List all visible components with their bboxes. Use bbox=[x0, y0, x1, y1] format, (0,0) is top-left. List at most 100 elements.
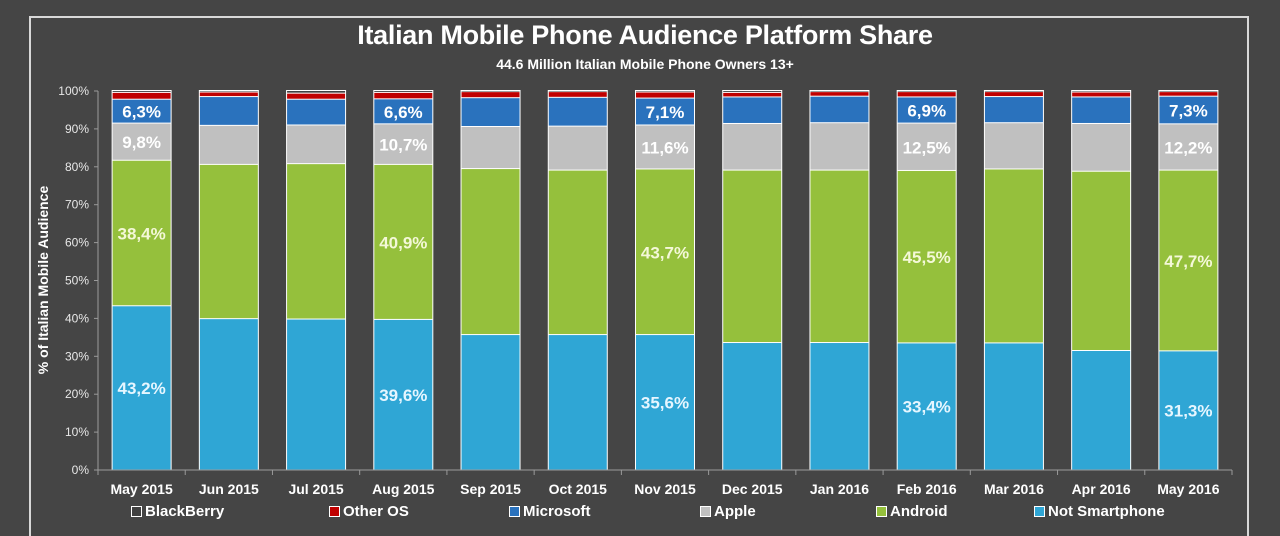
bar-segment-blackberry bbox=[897, 91, 956, 92]
y-axis-title: % of Italian Mobile Audience bbox=[35, 186, 51, 375]
x-tick-label: Jan 2016 bbox=[810, 481, 869, 497]
x-tick-label: Oct 2015 bbox=[549, 481, 608, 497]
x-tick-label: Apr 2016 bbox=[1072, 481, 1131, 497]
bar-stack: 31,3% 47,7% 12,2% 7,3% bbox=[1158, 90, 1219, 470]
x-tick-label: May 2016 bbox=[1157, 481, 1219, 497]
data-label: 9,8% bbox=[122, 133, 161, 152]
bar-segment-other-os bbox=[374, 92, 433, 99]
legend-item-apple: Apple bbox=[700, 503, 756, 520]
legend-swatch bbox=[509, 506, 520, 517]
bar-segment-not-smartphone bbox=[548, 335, 607, 470]
bar-segment-microsoft bbox=[1159, 96, 1218, 124]
bar-segment-apple bbox=[897, 123, 956, 170]
bar-segment-microsoft bbox=[287, 99, 346, 125]
bar-segment-other-os bbox=[287, 93, 346, 99]
bar-segment-android bbox=[897, 170, 956, 343]
y-tick-label: 60% bbox=[65, 236, 89, 250]
bar-stack bbox=[460, 90, 521, 470]
bar-segment-apple bbox=[199, 125, 258, 164]
bar-segment-android bbox=[723, 170, 782, 343]
bar-segment-not-smartphone bbox=[1072, 350, 1131, 470]
legend-swatch bbox=[1034, 506, 1045, 517]
data-label: 6,3% bbox=[122, 103, 161, 122]
bar-stack bbox=[547, 90, 608, 470]
bar-segment-other-os bbox=[112, 92, 171, 99]
bars: 43,2% 38,4% 9,8% 6,3% 39,6% 40,9% 10,7% 6,6% 35,… bbox=[111, 90, 1219, 470]
data-label: 38,4% bbox=[118, 225, 166, 244]
legend-item-android: Android bbox=[876, 503, 948, 520]
bar-segment-not-smartphone bbox=[1159, 351, 1218, 470]
bar-segment-blackberry bbox=[287, 91, 346, 93]
legend-label: BlackBerry bbox=[145, 503, 225, 520]
bar-segment-android bbox=[1159, 170, 1218, 351]
bar-segment-other-os bbox=[548, 92, 607, 97]
chart-subtitle: 44.6 Million Italian Mobile Phone Owners… bbox=[496, 56, 794, 72]
bar-segment-apple bbox=[723, 123, 782, 170]
bar-segment-not-smartphone bbox=[112, 306, 171, 470]
bar-segment-other-os bbox=[199, 92, 258, 97]
x-tick-label: Nov 2015 bbox=[634, 481, 696, 497]
x-tick-label: Jun 2015 bbox=[199, 481, 259, 497]
bar-segment-other-os bbox=[1072, 92, 1131, 97]
x-tick-label: Feb 2016 bbox=[897, 481, 957, 497]
legend: BlackBerry Other OS Microsoft Apple Android N… bbox=[0, 503, 1280, 523]
legend-item-other-os: Other OS bbox=[329, 503, 409, 520]
legend-swatch bbox=[876, 506, 887, 517]
bar-stack bbox=[983, 90, 1044, 470]
data-label: 43,2% bbox=[118, 379, 166, 398]
bar-segment-blackberry bbox=[1072, 91, 1131, 92]
y-tick-label: 100% bbox=[58, 84, 89, 98]
bar-segment-blackberry bbox=[548, 91, 607, 92]
bar-segment-microsoft bbox=[723, 97, 782, 123]
bar-stack: 35,6% 43,7% 11,6% 7,1% bbox=[635, 90, 695, 470]
data-label: 6,9% bbox=[907, 102, 946, 121]
bar-segment-microsoft bbox=[374, 99, 433, 124]
bar-segment-apple bbox=[461, 127, 520, 169]
data-label: 39,6% bbox=[379, 386, 427, 405]
legend-item-blackberry: BlackBerry bbox=[131, 503, 224, 520]
legend-swatch bbox=[329, 506, 340, 517]
x-tick-label: Dec 2015 bbox=[722, 481, 783, 497]
legend-item-not-smartphone: Not Smartphone bbox=[1034, 503, 1165, 520]
data-label: 45,5% bbox=[903, 248, 951, 267]
data-label: 33,4% bbox=[903, 398, 951, 417]
y-tick-label: 10% bbox=[65, 425, 89, 439]
bar-segment-other-os bbox=[1159, 92, 1218, 96]
x-tick-label: May 2015 bbox=[110, 481, 172, 497]
x-tick-label: Aug 2015 bbox=[372, 481, 434, 497]
legend-swatch bbox=[700, 506, 711, 517]
bar-segment-apple bbox=[548, 126, 607, 170]
legend-label: Android bbox=[890, 503, 948, 520]
bar-segment-microsoft bbox=[112, 99, 171, 123]
bar-segment-blackberry bbox=[723, 91, 782, 92]
bar-segment-blackberry bbox=[984, 91, 1043, 92]
y-tick-label: 70% bbox=[65, 198, 89, 212]
bar-segment-android bbox=[810, 170, 869, 343]
data-label: 47,7% bbox=[1164, 252, 1212, 271]
bar-segment-android bbox=[287, 164, 346, 319]
bar-stack bbox=[722, 90, 783, 470]
bar-segment-other-os bbox=[461, 92, 520, 98]
legend-label: Microsoft bbox=[523, 503, 591, 520]
bar-segment-apple bbox=[112, 123, 171, 160]
bar-segment-not-smartphone bbox=[810, 343, 869, 470]
bar-segment-android bbox=[636, 169, 694, 335]
bar-segment-apple bbox=[636, 125, 694, 169]
legend-label: Other OS bbox=[343, 503, 409, 520]
bar-segment-apple bbox=[984, 123, 1043, 169]
legend-item-microsoft: Microsoft bbox=[509, 503, 591, 520]
bar-segment-android bbox=[112, 160, 171, 306]
bar-segment-not-smartphone bbox=[723, 343, 782, 470]
x-tick-label: Mar 2016 bbox=[984, 481, 1044, 497]
bar-segment-microsoft bbox=[548, 97, 607, 126]
bar-segment-blackberry bbox=[1159, 91, 1218, 92]
data-label: 43,7% bbox=[641, 243, 689, 262]
data-label: 6,6% bbox=[384, 103, 423, 122]
y-tick-label: 30% bbox=[65, 349, 89, 363]
data-label: 7,3% bbox=[1169, 102, 1208, 121]
bar-segment-not-smartphone bbox=[374, 319, 433, 470]
bar-stack: 39,6% 40,9% 10,7% 6,6% bbox=[373, 90, 434, 470]
bar-segment-blackberry bbox=[374, 91, 433, 92]
bar-segment-android bbox=[1072, 171, 1131, 350]
bar-stack bbox=[809, 90, 870, 470]
